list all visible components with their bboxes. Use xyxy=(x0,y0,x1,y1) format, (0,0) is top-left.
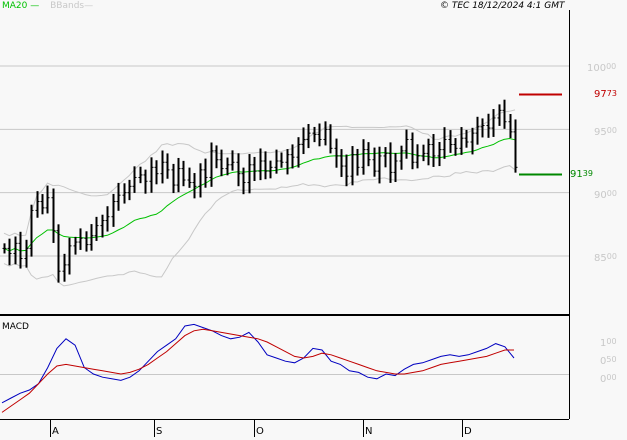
month-label-dec: D xyxy=(464,426,472,437)
month-label-sep: S xyxy=(156,426,163,437)
resistance-level-label: 9773 xyxy=(594,89,617,100)
month-label-aug: A xyxy=(52,426,59,437)
macd-panel-title: MACD xyxy=(2,322,29,332)
legend-ma20: MA20 — xyxy=(2,1,40,11)
month-label-oct: O xyxy=(256,426,264,437)
price-axis-label-9500: 9500 xyxy=(594,126,617,138)
macd-axis-label-1: 100 xyxy=(600,337,617,349)
price-axis-label-9000: 9000 xyxy=(594,189,617,201)
legend-bbands: BBands— xyxy=(50,1,94,11)
chart-legend: MA20 — BBands— xyxy=(2,0,93,12)
macd-axis-label-05: 050 xyxy=(600,355,617,367)
price-axis-label-10000: 10000 xyxy=(587,62,617,74)
price-axis-label-8500: 8500 xyxy=(594,252,617,264)
copyright-timestamp: © TEC 18/12/2024 4:1 GMT xyxy=(440,1,565,11)
support-level-label: 9139 xyxy=(570,169,593,180)
macd-axis-label-0: 000 xyxy=(600,373,617,385)
month-label-nov: N xyxy=(365,426,373,437)
